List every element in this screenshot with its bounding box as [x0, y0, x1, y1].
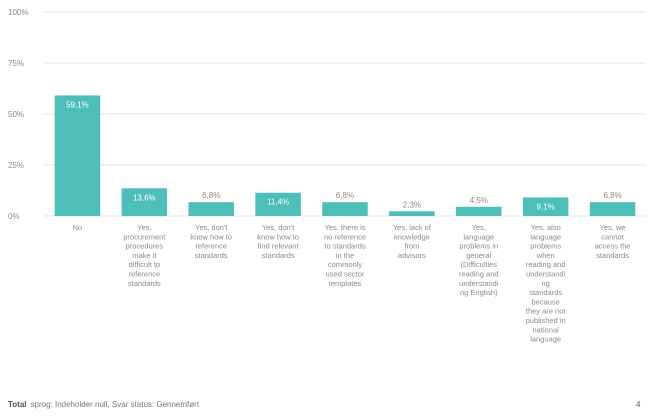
footer-filter-text: sprog: Indeholder null, Svar status: Gen…	[30, 400, 200, 409]
data-label: 6,8%	[336, 191, 354, 200]
bar	[589, 202, 636, 216]
bar	[322, 202, 368, 216]
x-tick-label: Yes, there is no reference to standards in …	[324, 223, 366, 288]
x-tick-label: Yes, also language problems when reading and…	[526, 223, 567, 344]
bar	[121, 188, 168, 216]
data-label: 9,1%	[537, 202, 555, 211]
data-label: 6,8%	[603, 191, 621, 200]
x-tick-label: Yes, don't know how to reference standards	[190, 223, 232, 260]
x-tick-label: Yes, lack of knowledge from advisors	[393, 223, 432, 260]
x-tick-label: No	[73, 223, 83, 232]
data-label: 2,3%	[403, 200, 421, 209]
bar	[255, 192, 301, 216]
x-tick-label: Yes, procurement procedures make it difficul…	[123, 223, 166, 288]
bar	[188, 202, 234, 216]
bar	[456, 206, 502, 216]
bar	[389, 211, 435, 216]
y-tick-label: 25%	[8, 161, 24, 170]
data-label: 11,4%	[267, 198, 289, 207]
footer: Total sprog: Indeholder null, Svar status…	[8, 400, 199, 409]
footer-total-label: Total	[8, 400, 27, 409]
data-label: 59,1%	[66, 100, 89, 109]
x-tick-label: Yes, we cannot access the standards	[595, 223, 631, 260]
x-tick-label: Yes, language problems in general (Difficult…	[459, 223, 499, 297]
x-tick-label: Yes, don't know how to find relevant standa…	[257, 223, 299, 260]
y-tick-label: 75%	[8, 59, 24, 68]
y-tick-label: 50%	[8, 110, 24, 119]
data-label: 4,5%	[470, 196, 488, 205]
bar	[522, 197, 569, 216]
bar	[54, 95, 101, 216]
data-label: 13,6%	[133, 193, 156, 202]
page-number: 4	[636, 400, 641, 409]
y-tick-label: 0%	[8, 212, 20, 221]
data-label: 6,8%	[202, 191, 220, 200]
y-tick-label: 100%	[8, 8, 28, 17]
